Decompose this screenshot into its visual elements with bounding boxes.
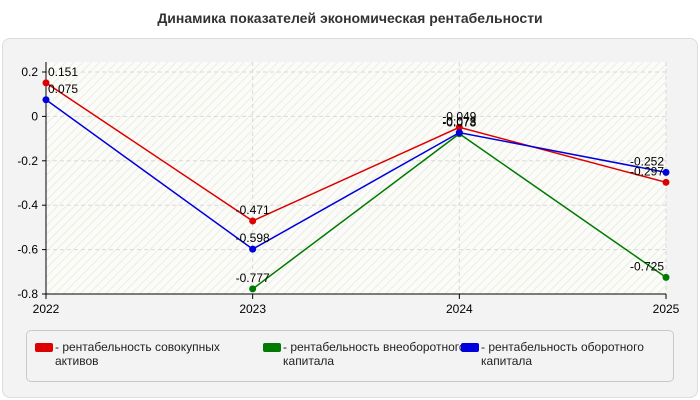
- data-label: 0.151: [48, 65, 78, 79]
- series-line-0: [45, 82, 667, 222]
- data-point: [662, 168, 670, 176]
- legend-label-working-capital: - рентабельность оборотного капитала: [481, 340, 644, 368]
- data-label: -0.777: [236, 271, 270, 285]
- data-point: [662, 273, 670, 281]
- x-tick-label: 2023: [239, 302, 266, 316]
- data-label: -0.725: [630, 259, 664, 273]
- data-label: 0.075: [48, 82, 78, 96]
- data-point: [455, 123, 463, 131]
- data-label: -0.073: [442, 115, 476, 129]
- y-tick-label: -0.2: [17, 154, 38, 168]
- legend-swatch-noncurrent-capital: [263, 343, 281, 352]
- data-labels: 0.151 -0.471 -0.049 -0.297 -0.777 -0.078 -0.72…: [48, 65, 664, 285]
- data-point: [249, 217, 257, 225]
- data-point: [455, 129, 463, 137]
- y-tick-label: -0.6: [17, 243, 38, 257]
- data-label: -0.297: [630, 164, 664, 178]
- plot-hatch: [46, 62, 666, 294]
- data-label: -0.252: [630, 154, 664, 168]
- data-label: -0.078: [442, 116, 476, 130]
- data-point: [42, 79, 50, 87]
- legend-label-noncurrent-capital: - рентабельность внеоборотного капитала: [283, 340, 466, 368]
- data-point: [662, 178, 670, 186]
- data-label: -0.471: [236, 203, 270, 217]
- x-tick-label: 2025: [653, 302, 680, 316]
- y-tick-label: -0.8: [17, 287, 38, 301]
- x-tick-label: 2022: [33, 302, 60, 316]
- y-tick-label: 0: [31, 109, 38, 123]
- data-label: -0.598: [236, 231, 270, 245]
- y-tick-label: -0.4: [17, 198, 38, 212]
- series: [42, 79, 670, 293]
- series-line-2: [45, 99, 667, 251]
- legend-label-total-assets: - рентабельность совокупных активов: [55, 340, 220, 368]
- data-point: [249, 285, 257, 293]
- chart-title: Динамика показателей экономическая рента…: [157, 10, 543, 26]
- data-point: [249, 245, 257, 253]
- chart-legend: - рентабельность совокупных активов - ре…: [26, 330, 674, 382]
- data-label: -0.049: [442, 109, 476, 123]
- data-point: [42, 96, 50, 104]
- legend-swatch-total-assets: [35, 343, 53, 352]
- x-tick-label: 2024: [446, 302, 473, 316]
- legend-swatch-working-capital: [461, 343, 479, 352]
- y-tick-label: 0.2: [21, 65, 38, 79]
